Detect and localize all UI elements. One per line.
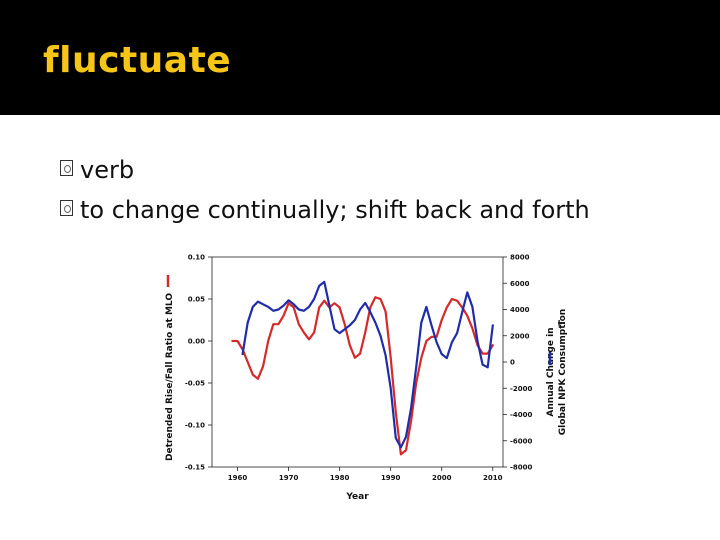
y-right-axis-title-line1: Annual Change in: [546, 327, 556, 416]
y-right-tick-label: 2000: [510, 332, 530, 340]
bullet-list: verb to change continually; shift back a…: [60, 150, 590, 230]
y-right-axis-title-line2: Global NPK Consumption: [558, 309, 568, 435]
x-tick-label: 1990: [381, 474, 401, 482]
chart: 0.10 0.05 0.00 -0.05 -0.10 -0.15 8000 6000 4000 2…: [165, 254, 568, 503]
x-tick-label: 1960: [228, 474, 248, 482]
y-left-tick-label: 0.05: [188, 296, 205, 304]
bullet-glyph-icon: [60, 160, 73, 176]
y-right-axis-unit: T: [558, 319, 568, 326]
bullet-item: to change continually; shift back and fo…: [60, 190, 590, 230]
x-axis-title: Year: [345, 492, 369, 502]
y-right-tick-label: 4000: [510, 306, 530, 314]
x-tick-label: 2000: [432, 474, 452, 482]
plot-frame: [211, 256, 504, 468]
series-line-blue: [241, 280, 494, 449]
bullet-text: verb: [80, 156, 135, 184]
y-left-tick-label: -0.10: [185, 422, 205, 430]
y-right-tick-label: 8000: [510, 254, 530, 262]
y-left-tick-label: -0.05: [185, 380, 205, 388]
bullet-text: to change continually; shift back and fo…: [80, 196, 590, 224]
x-tick-label: 1980: [330, 474, 350, 482]
y-right-tick-label: -6000: [510, 437, 533, 445]
y-left-tick-label: 0.00: [188, 338, 205, 346]
x-tick-label: 1970: [279, 474, 299, 482]
y-left-axis-title: Detrended Rise/Fall Ratio at MLO: [165, 293, 175, 461]
series-line-red: [231, 296, 494, 456]
bullet-glyph-icon: [60, 200, 73, 216]
slide-title: fluctuate: [43, 40, 232, 81]
y-left-tick-label: 0.10: [188, 254, 205, 262]
bullet-item: verb: [60, 150, 590, 190]
title-bar: fluctuate: [0, 0, 720, 115]
y-right-tick-label: 6000: [510, 280, 530, 288]
y-right-tick-label: 0: [510, 359, 515, 367]
x-tick-label: 2010: [483, 474, 503, 482]
y-left-tick-label: -0.15: [185, 464, 205, 472]
y-right-tick-label: -2000: [510, 385, 533, 393]
y-right-tick-label: -4000: [510, 411, 533, 419]
y-right-tick-label: -8000: [510, 464, 533, 472]
